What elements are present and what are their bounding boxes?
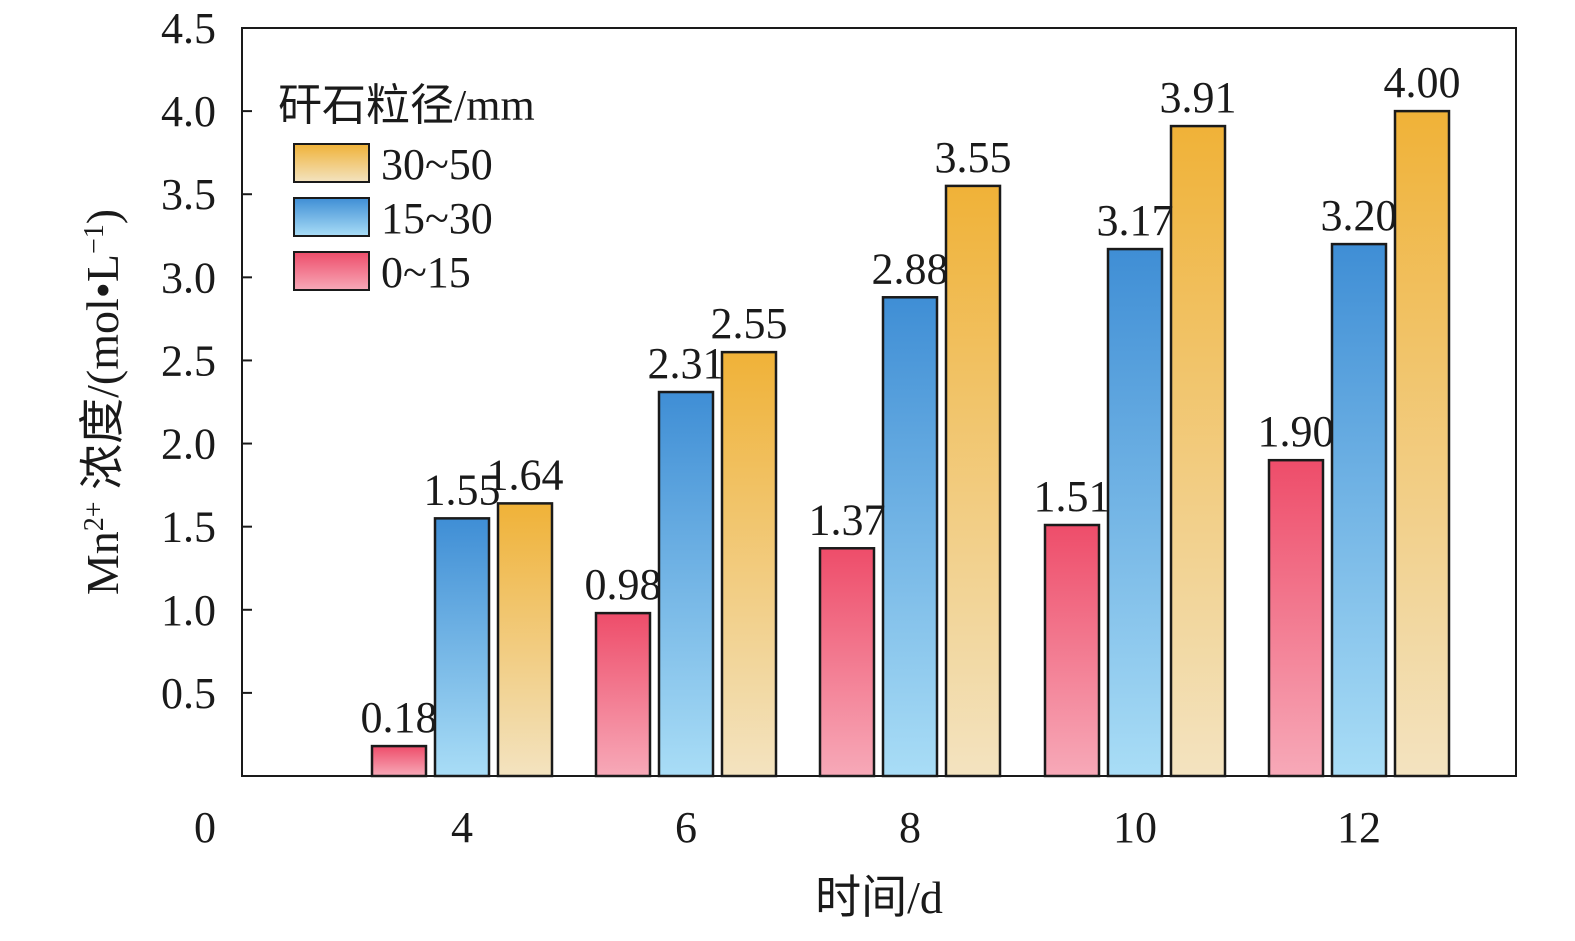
data-label: 2.88 [872,244,949,293]
bar-30~50-6 [720,350,778,778]
y-tick-label: 1.5 [161,503,216,552]
data-label: 1.64 [487,450,564,499]
data-label: 0.18 [361,693,438,742]
data-label: 3.17 [1097,196,1174,245]
bar-15~30-10 [1106,247,1164,778]
y-axis-title: Mn2+ 浓度/(mol•L−1) [77,209,128,595]
legend-swatch-30~50 [293,143,370,183]
y-tick-label: 2.0 [161,420,216,469]
data-label: 2.31 [648,339,725,388]
data-label: 1.90 [1258,407,1335,456]
legend-swatch-0~15 [293,251,370,291]
bar-0~15-10 [1043,523,1101,778]
bar-0~15-12 [1267,458,1325,778]
data-label: 0.98 [585,560,662,609]
data-label: 3.91 [1160,73,1237,122]
y-tick-label: 3.0 [161,253,216,302]
bar-15~30-6 [657,390,715,778]
legend-title: 矸石粒径/mm [278,81,535,130]
x-tick-label: 8 [899,803,921,852]
bar-15~30-8 [881,296,939,778]
plot-frame [241,27,1517,777]
y-tick-label: 2.5 [161,336,216,385]
legend-label: 0~15 [381,248,471,297]
bar-30~50-10 [1169,124,1227,778]
y-tick-label: 1.0 [161,586,216,635]
data-label: 1.37 [809,495,886,544]
data-label: 3.20 [1321,191,1398,240]
x-tick-label: 10 [1113,803,1157,852]
origin-label: 0 [194,803,216,852]
bar-30~50-12 [1393,109,1451,778]
bar-30~50-4 [496,502,554,778]
legend-label: 30~50 [381,140,493,189]
legend-label: 15~30 [381,194,493,243]
y-tick-label: 4.5 [161,4,216,53]
bar-0~15-8 [818,547,876,778]
x-axis-title: 时间/d [815,872,943,923]
legend-swatch-15~30 [293,197,370,237]
data-label: 4.00 [1384,58,1461,107]
bar-15~30-4 [433,517,491,778]
data-label: 2.55 [711,299,788,348]
data-label: 3.55 [935,133,1012,182]
y-tick-label: 0.5 [161,669,216,718]
bar-0~15-6 [594,611,652,778]
x-tick-label: 4 [451,803,473,852]
bar-15~30-12 [1330,242,1388,778]
y-tick-label: 4.0 [161,87,216,136]
y-tick-label: 3.5 [161,170,216,219]
bar-0~15-4 [370,744,428,778]
x-tick-label: 6 [675,803,697,852]
x-tick-label: 12 [1337,803,1381,852]
bar-30~50-8 [944,184,1002,778]
data-label: 1.51 [1034,472,1111,521]
data-label: 1.55 [424,465,501,514]
